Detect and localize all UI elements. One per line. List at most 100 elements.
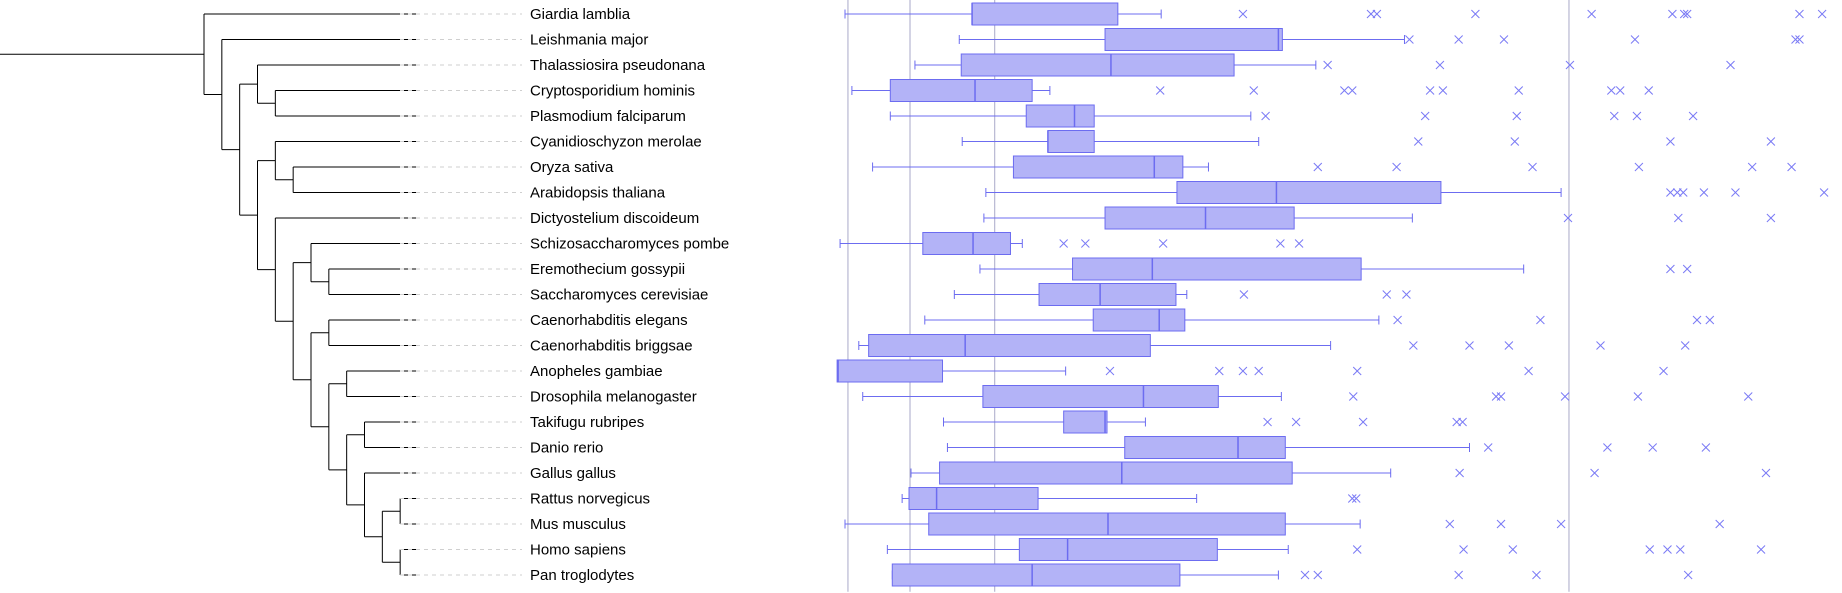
outlier-marker: [1632, 111, 1642, 121]
species-label: Thalassiosira pseudonana: [530, 57, 706, 74]
outlier-marker: [1675, 545, 1685, 554]
outlier-marker: [1504, 341, 1514, 350]
outlier-marker: [1795, 9, 1804, 19]
outlier-marker: [1705, 315, 1715, 325]
phylogenetic-tree: [0, 13, 418, 576]
iqr-box: [868, 334, 1151, 357]
outlier-marker: [1158, 239, 1168, 248]
outlier-marker: [1679, 9, 1689, 19]
outlier-marker: [1483, 443, 1493, 452]
outlier-marker: [1300, 570, 1310, 580]
outlier-marker: [1666, 264, 1675, 274]
outlier-marker: [1352, 366, 1362, 376]
species-label: Dictyostelium discoideum: [530, 210, 699, 227]
outlier-marker: [1392, 162, 1401, 172]
outlier-marker: [1659, 366, 1668, 376]
species-label: Plasmodium falciparum: [530, 108, 686, 125]
species-label: Caenorhabditis briggsae: [530, 338, 693, 355]
boxplot-row: [836, 359, 1668, 383]
outlier-marker: [1294, 239, 1304, 248]
iqr-box: [836, 359, 944, 383]
iqr-box: [1176, 181, 1442, 204]
outlier-marker: [1059, 239, 1069, 248]
boxplot-row: [943, 410, 1467, 434]
boxplot-row: [985, 181, 1829, 204]
outlier-marker: [1532, 570, 1541, 580]
species-label: Mus musculus: [530, 516, 626, 533]
boxplot-row: [983, 206, 1776, 230]
outlier-marker: [1510, 137, 1520, 146]
boxplot-row: [839, 232, 1304, 255]
species-label: Pan troglodytes: [530, 567, 634, 584]
outlier-marker: [1348, 392, 1358, 401]
species-label: Cyanidioschyzon merolae: [530, 134, 702, 151]
boxplot-row: [979, 257, 1692, 281]
outlier-marker: [1471, 9, 1480, 19]
outlier-marker: [1563, 213, 1573, 223]
iqr-box: [922, 232, 1011, 255]
species-label: Cryptosporidium hominis: [530, 83, 695, 100]
outlier-marker: [1465, 341, 1474, 350]
outlier-marker: [1701, 443, 1711, 452]
boxplot-row: [862, 385, 1753, 408]
outlier-marker: [1249, 86, 1259, 95]
outlier-marker: [1699, 188, 1709, 197]
outlier-marker: [1666, 188, 1675, 197]
outlier-marker: [1606, 86, 1616, 95]
boxplot-row: [858, 334, 1690, 357]
outlier-marker: [1105, 366, 1115, 376]
iqr-box: [1038, 283, 1177, 306]
outlier-marker: [1313, 162, 1323, 172]
boxplot-row: [961, 130, 1776, 153]
species-label: Takifugu rubripes: [530, 414, 644, 431]
outlier-marker: [1454, 35, 1464, 44]
outlier-marker: [1556, 519, 1566, 529]
outlier-marker: [1413, 137, 1423, 146]
outlier-marker: [1731, 188, 1740, 197]
outlier-marker: [1688, 111, 1698, 121]
outlier-marker: [1420, 111, 1430, 121]
outlier-marker: [1663, 545, 1672, 554]
outlier-marker: [1454, 570, 1464, 580]
iqr-box: [908, 487, 1039, 510]
outlier-marker: [1393, 315, 1402, 325]
boxplot-row: [891, 563, 1693, 587]
boxplot-row: [844, 512, 1725, 536]
outlier-marker: [1715, 519, 1725, 529]
outlier-marker: [1352, 545, 1362, 554]
boxplot-row: [924, 308, 1715, 332]
outlier-marker: [1358, 417, 1368, 427]
boxplot-row: [958, 28, 1804, 51]
species-label: Homo sapiens: [530, 542, 626, 559]
outlier-marker: [1683, 570, 1693, 580]
outlier-marker: [1496, 519, 1506, 529]
outlier-marker: [1645, 545, 1655, 554]
outlier-marker: [1445, 519, 1455, 529]
outlier-marker: [1214, 366, 1224, 376]
outlier-marker: [1726, 60, 1735, 70]
iqr-box: [1104, 28, 1283, 51]
outlier-marker: [1408, 341, 1418, 350]
outlier-marker: [1508, 545, 1518, 554]
outlier-marker: [1524, 366, 1533, 376]
species-label: Anopheles gambiae: [530, 363, 663, 380]
boxplot-row: [910, 461, 1771, 485]
outlier-marker: [1787, 162, 1796, 172]
outlier-marker: [1080, 239, 1090, 248]
outlier-marker: [1238, 9, 1248, 19]
outlier-marker: [1603, 443, 1612, 452]
iqr-box: [971, 2, 1119, 26]
outlier-marker: [1678, 188, 1688, 197]
outlier-marker: [1644, 86, 1654, 95]
boxplots: [836, 2, 1829, 587]
outlier-marker: [1239, 290, 1249, 299]
outlier-marker: [1238, 366, 1248, 376]
iqr-box: [1063, 410, 1108, 434]
outlier-marker: [1766, 137, 1776, 146]
iqr-box: [1012, 155, 1184, 179]
iqr-box: [1025, 104, 1095, 128]
iqr-box: [928, 512, 1286, 536]
iqr-box: [960, 53, 1235, 77]
outlier-marker: [1459, 545, 1468, 554]
